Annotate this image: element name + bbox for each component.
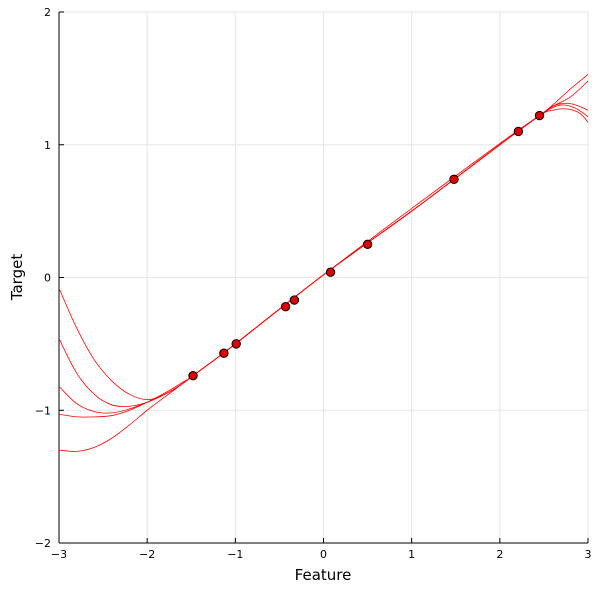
x-tick-label: −3 — [51, 548, 67, 561]
y-tick-label: −2 — [35, 537, 51, 550]
data-point — [289, 295, 300, 305]
y-tick-label: 0 — [44, 272, 51, 285]
data-point — [362, 239, 373, 250]
data-points — [188, 110, 545, 381]
x-tick-label: 3 — [585, 548, 592, 561]
data-point — [449, 174, 459, 184]
x-tick-label: 0 — [320, 548, 327, 561]
data-point — [188, 371, 198, 381]
y-tick-label: −1 — [35, 404, 51, 417]
data-point — [325, 267, 336, 277]
x-tick-label: −1 — [227, 548, 243, 561]
grid — [58, 11, 589, 544]
x-tick-label: −2 — [139, 548, 155, 561]
data-point — [231, 339, 241, 349]
y-tick-label: 2 — [44, 6, 51, 19]
x-tick-label: 2 — [496, 548, 503, 561]
data-point — [219, 348, 229, 358]
y-axis-title: Target — [8, 254, 26, 302]
x-axis-title: Feature — [295, 566, 352, 584]
data-point — [513, 126, 524, 137]
y-tick-label: 1 — [44, 139, 51, 152]
data-point — [280, 302, 291, 312]
data-point — [534, 110, 545, 121]
x-tick-label: 1 — [408, 548, 415, 561]
